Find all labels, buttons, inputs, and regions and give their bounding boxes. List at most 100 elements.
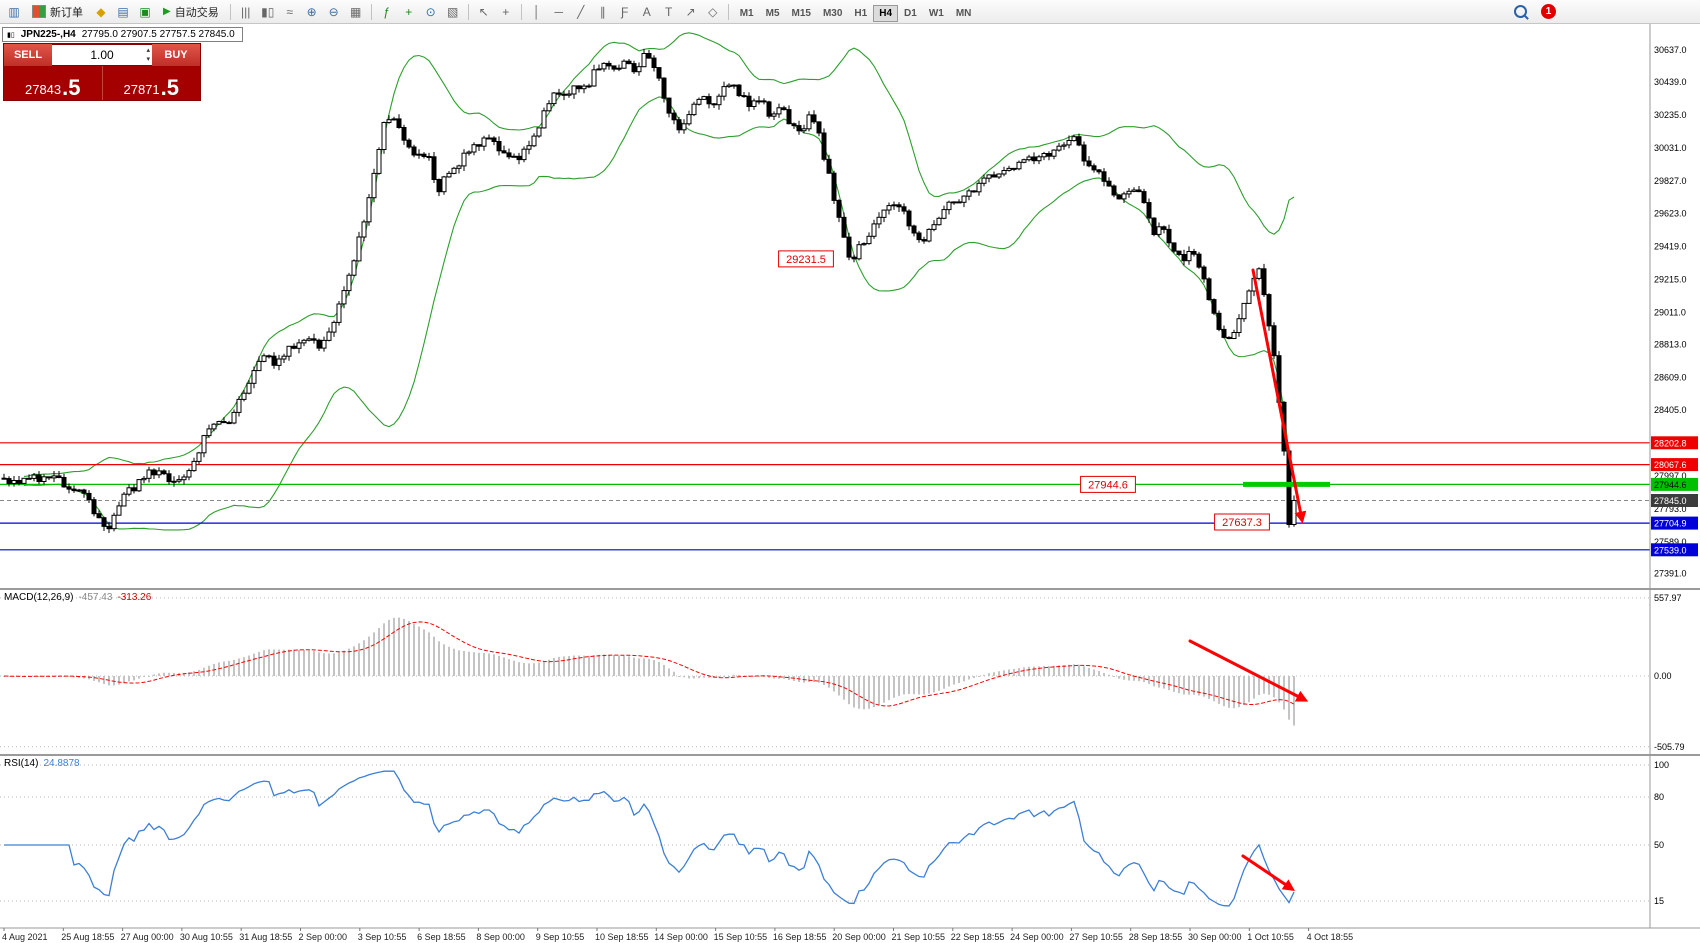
svg-text:-505.79: -505.79 — [1654, 742, 1685, 752]
timeframe-w1[interactable]: W1 — [928, 7, 944, 19]
macd-value: -457.43 — [78, 592, 113, 603]
buy-price[interactable]: 27871.5 — [103, 66, 201, 100]
axis-level-box — [1651, 458, 1698, 472]
svg-text:24 Sep 00:00: 24 Sep 00:00 — [1010, 932, 1064, 942]
crosshair-icon[interactable]: + — [502, 4, 510, 19]
trend-arrow[interactable] — [1251, 268, 1307, 524]
tile-windows-icon[interactable]: ▦ — [350, 4, 362, 19]
volume-up-button[interactable]: ▴ — [146, 47, 150, 54]
trend-arrows[interactable] — [1188, 268, 1309, 892]
horizontal-lines[interactable] — [0, 442, 1650, 551]
autotrading-play-icon: ▶ — [163, 6, 171, 17]
svg-text:15 Sep 10:55: 15 Sep 10:55 — [714, 932, 768, 942]
timeframe-h1[interactable]: H1 — [854, 7, 868, 19]
zoom-in-icon[interactable]: ⊕ — [306, 4, 317, 19]
text-tool-icon[interactable]: A — [642, 4, 651, 19]
price-tag-box[interactable] — [1080, 475, 1136, 493]
arrow-tool-icon[interactable]: ↗ — [685, 4, 696, 19]
svg-text:20 Sep 00:00: 20 Sep 00:00 — [832, 932, 886, 942]
bollinger-bands — [23, 32, 1295, 531]
toolbar-separator — [467, 3, 469, 20]
svg-text:29827.0: 29827.0 — [1654, 176, 1687, 186]
trend-arrow[interactable] — [1241, 854, 1295, 892]
notification-badge[interactable]: 1 — [1541, 4, 1556, 19]
macd-histogram — [3, 617, 1295, 726]
svg-text:28067.6: 28067.6 — [1654, 460, 1687, 470]
svg-text:28202.8: 28202.8 — [1654, 438, 1687, 448]
toolbar-separator — [229, 3, 231, 20]
price-tag-box[interactable] — [778, 250, 834, 268]
horizontal-line-tool-icon[interactable]: ─ — [554, 4, 563, 19]
candlestick-icon: ▮▯ — [7, 31, 15, 39]
timeframe-mn[interactable]: MN — [955, 7, 972, 19]
one-click-trading-panel: SELL 1.00 ▴ ▾ BUY 27843.5 27871.5 — [4, 44, 200, 100]
rsi-line — [4, 770, 1295, 907]
label-tool-icon[interactable]: T — [665, 4, 673, 19]
channel-tool-icon[interactable]: ∥ — [599, 4, 606, 19]
timeframe-m30[interactable]: M30 — [822, 7, 843, 19]
chart-window-icon[interactable]: ▥ — [8, 4, 20, 19]
trendline-tool-icon[interactable]: ╱ — [577, 4, 585, 19]
autotrading-button[interactable]: ▶ 自动交易 — [157, 2, 225, 21]
line-chart-icon[interactable]: ≈ — [286, 4, 293, 19]
buy-button[interactable]: BUY — [152, 44, 200, 66]
timeframe-m1[interactable]: M1 — [739, 7, 754, 19]
svg-text:28405.0: 28405.0 — [1654, 405, 1687, 415]
price-tags[interactable]: 29231.5 27944.6 27637.3 — [778, 250, 1270, 531]
volume-value: 1.00 — [90, 48, 114, 62]
price-axis[interactable]: 30637.0 30439.0 30235.0 30031.0 29827.0 29623… — [1651, 45, 1698, 579]
timeframe-group: M1 M5 M15 M30 H1 H4 D1 W1 MN — [734, 3, 978, 22]
profile-icon[interactable]: ▤ — [117, 4, 129, 19]
volume-down-button[interactable]: ▾ — [146, 56, 150, 63]
search-icon[interactable] — [1514, 5, 1527, 18]
time-axis[interactable]: 4 Aug 2021 25 Aug 18:55 27 Aug 00:00 30 Aug… — [2, 928, 1353, 942]
indicator-axes: 557.97 0.00 -505.79 100 80 50 15 — [1654, 593, 1685, 906]
volume-field[interactable]: 1.00 ▴ ▾ — [52, 44, 152, 66]
cursor-icon[interactable]: ↖ — [478, 4, 489, 19]
svg-text:100: 100 — [1654, 760, 1669, 770]
candlestick-chart-icon[interactable]: ▮▯ — [261, 4, 275, 19]
fibonacci-tool-icon[interactable]: Ƒ — [621, 4, 629, 19]
periods-icon[interactable]: ⊙ — [425, 4, 436, 19]
svg-text:27997.0: 27997.0 — [1654, 471, 1687, 481]
vertical-line-tool-icon[interactable]: │ — [532, 4, 541, 19]
templates-icon[interactable]: ▧ — [447, 4, 459, 19]
price-tag-box[interactable] — [1214, 513, 1270, 531]
trend-arrow[interactable] — [1188, 639, 1309, 702]
terminal-icon[interactable]: ▣ — [139, 4, 151, 19]
timeframe-m5[interactable]: M5 — [765, 7, 780, 19]
new-order-button[interactable]: 新订单 — [26, 2, 89, 21]
svg-text:27704.9: 27704.9 — [1654, 519, 1687, 529]
axis-level-box — [1651, 477, 1698, 491]
add-indicator-icon[interactable]: + — [405, 4, 413, 19]
sell-price[interactable]: 27843.5 — [4, 66, 103, 100]
toolbar-separator — [727, 3, 729, 20]
toolbar-separator — [520, 3, 522, 20]
svg-text:3 Sep 10:55: 3 Sep 10:55 — [358, 932, 407, 942]
svg-text:29011.0: 29011.0 — [1654, 307, 1686, 317]
symbol-name: JPN225-,H4 — [20, 29, 76, 40]
svg-text:25 Aug 18:55: 25 Aug 18:55 — [61, 932, 114, 942]
shapes-tool-icon[interactable]: ◇ — [708, 4, 718, 19]
macd-signal — [3, 621, 1295, 707]
zoom-out-icon[interactable]: ⊖ — [328, 4, 339, 19]
market-watch-icon[interactable]: ◆ — [96, 4, 106, 19]
bar-chart-icon[interactable]: ||| — [241, 4, 251, 19]
sell-button[interactable]: SELL — [4, 44, 52, 66]
timeframe-m15[interactable]: M15 — [791, 7, 811, 19]
svg-text:8 Sep 00:00: 8 Sep 00:00 — [476, 932, 525, 942]
rsi-value: 24.8878 — [43, 758, 80, 769]
autotrading-label: 自动交易 — [174, 6, 219, 19]
svg-text:27845.0: 27845.0 — [1654, 496, 1687, 506]
candles — [1, 49, 1297, 533]
timeframe-h4[interactable]: H4 — [873, 4, 899, 22]
volume-spinner: ▴ ▾ — [146, 46, 150, 64]
rsi — [4, 770, 1295, 907]
symbol-tab[interactable]: ▮▯ JPN225-,H4 27795.0 27907.5 27757.5 27… — [2, 27, 243, 42]
svg-text:30637.0: 30637.0 — [1654, 45, 1687, 55]
macd-levels — [0, 597, 1650, 748]
timeframe-d1[interactable]: D1 — [904, 7, 917, 19]
svg-text:9 Sep 10:55: 9 Sep 10:55 — [536, 932, 585, 942]
indicators-icon[interactable]: ƒ — [383, 4, 391, 19]
